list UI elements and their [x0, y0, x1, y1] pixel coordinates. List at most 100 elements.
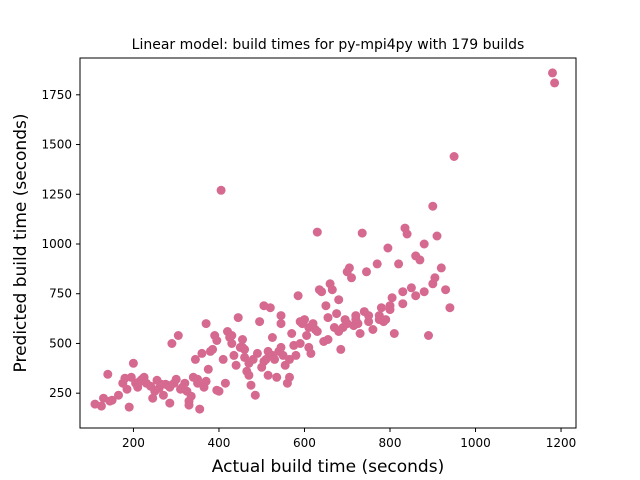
data-point: [317, 287, 327, 297]
data-point: [406, 283, 416, 293]
x-axis-ticks: 200 400 600 800 1000 1200: [122, 428, 576, 450]
x-tick-label: 400: [208, 436, 231, 450]
data-point: [411, 291, 421, 301]
data-point: [372, 259, 382, 269]
data-point: [334, 327, 344, 336]
x-tick-label: 800: [379, 436, 402, 450]
data-point: [124, 402, 134, 412]
data-point: [278, 350, 288, 360]
y-axis-ticks: 250 500 750 1000 1250 1500 1750: [41, 88, 80, 400]
y-tick-label: 1000: [41, 237, 72, 251]
y-tick-label: 1250: [41, 187, 72, 201]
data-point: [336, 344, 346, 354]
data-point: [156, 379, 166, 389]
y-tick-label: 1750: [41, 88, 72, 102]
points-layer: [90, 68, 560, 414]
data-point: [267, 333, 277, 342]
data-point: [449, 152, 459, 161]
data-point: [428, 279, 438, 289]
data-point: [355, 329, 365, 338]
data-point: [387, 293, 397, 303]
data-point: [276, 342, 286, 352]
data-point: [220, 378, 230, 388]
x-tick-label: 200: [122, 436, 145, 450]
data-point: [218, 354, 228, 364]
data-point: [548, 68, 557, 78]
x-tick-label: 1200: [546, 436, 577, 450]
data-point: [381, 315, 391, 325]
data-point: [184, 396, 194, 406]
data-point: [428, 201, 438, 211]
data-point: [344, 263, 354, 273]
data-point: [212, 336, 222, 345]
data-point: [250, 390, 260, 400]
data-point: [233, 313, 243, 323]
y-tick-label: 250: [49, 386, 72, 400]
data-point: [167, 339, 177, 348]
data-point: [128, 358, 138, 368]
data-point: [201, 376, 211, 386]
data-point: [432, 231, 442, 241]
data-point: [287, 329, 297, 338]
data-point: [441, 285, 451, 295]
y-tick-label: 500: [49, 336, 72, 350]
data-point: [240, 344, 250, 354]
data-point: [122, 384, 132, 394]
data-point: [105, 396, 115, 406]
data-point: [148, 393, 158, 403]
data-point: [103, 369, 113, 379]
data-point: [362, 267, 371, 277]
data-point: [265, 303, 275, 313]
data-point: [295, 339, 305, 348]
x-tick-label: 600: [293, 436, 316, 450]
y-tick-label: 750: [49, 287, 72, 301]
data-point: [178, 382, 188, 392]
data-point: [364, 311, 374, 321]
data-point: [415, 255, 425, 265]
data-point: [419, 239, 429, 249]
data-point: [190, 354, 200, 364]
data-point: [327, 285, 337, 295]
data-point: [300, 315, 309, 325]
data-point: [96, 401, 106, 411]
data-point: [357, 228, 367, 238]
data-point: [270, 354, 280, 364]
data-point: [244, 370, 254, 380]
data-point: [398, 287, 408, 297]
data-point: [347, 273, 356, 283]
data-point: [276, 311, 286, 321]
data-point: [376, 303, 386, 313]
data-point: [321, 301, 331, 311]
data-point: [227, 339, 237, 348]
data-point: [302, 331, 312, 340]
data-point: [216, 185, 226, 195]
data-point: [201, 319, 211, 329]
data-point: [368, 325, 378, 334]
data-point: [208, 344, 218, 354]
data-point: [394, 259, 404, 269]
data-point: [229, 350, 239, 360]
data-point: [293, 291, 303, 301]
data-point: [332, 309, 342, 319]
data-point: [227, 331, 237, 340]
data-point: [139, 372, 149, 382]
data-point: [312, 227, 322, 237]
data-point: [389, 329, 399, 338]
data-point: [323, 313, 333, 323]
data-point: [173, 331, 183, 340]
data-point: [323, 335, 333, 344]
data-point: [304, 342, 314, 352]
data-point: [285, 372, 294, 382]
data-point: [114, 390, 123, 400]
y-tick-label: 1500: [41, 138, 72, 152]
x-axis-label: Actual build time (seconds): [212, 457, 444, 477]
data-point: [263, 370, 273, 380]
data-point: [259, 356, 269, 366]
data-point: [383, 243, 393, 253]
chart-title: Linear model: build times for py-mpi4py …: [132, 37, 525, 53]
data-point: [255, 317, 265, 327]
data-point: [195, 404, 205, 414]
data-point: [398, 299, 408, 309]
